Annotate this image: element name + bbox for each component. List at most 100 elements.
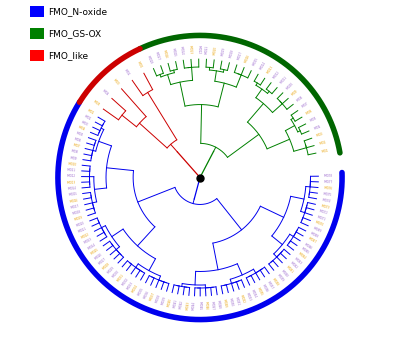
Text: FMO7: FMO7 [72,143,80,149]
Text: FMO64: FMO64 [297,252,306,261]
Text: FMO43: FMO43 [186,301,190,310]
Text: FMO37: FMO37 [149,292,156,302]
Text: FMO51: FMO51 [233,296,240,306]
Text: FMO5: FMO5 [92,100,100,108]
Text: FMO48: FMO48 [216,300,221,309]
Text: FMO1: FMO1 [136,61,143,69]
Text: FMO2: FMO2 [83,114,92,121]
Text: FMO21: FMO21 [205,45,209,54]
Text: FMO8: FMO8 [296,95,304,103]
Text: FMO58: FMO58 [271,277,279,286]
Text: FMO19: FMO19 [221,47,226,56]
Text: FMO61: FMO61 [285,265,294,274]
Text: FMO53: FMO53 [245,291,252,301]
Text: FMO71: FMO71 [317,215,327,222]
Text: FMO2: FMO2 [319,140,327,146]
Text: FMO5: FMO5 [310,116,318,123]
Text: FMO34: FMO34 [132,284,140,294]
Text: FMO44: FMO44 [192,301,196,310]
Text: FMO14: FMO14 [68,186,77,191]
Text: FMO49: FMO49 [222,299,228,308]
Text: FMO63: FMO63 [293,257,302,266]
Text: FMO5: FMO5 [76,131,84,138]
Text: FMO13: FMO13 [266,65,274,75]
Text: FMO65: FMO65 [300,247,310,256]
Text: FMO20: FMO20 [213,45,218,55]
Text: FMO9: FMO9 [70,156,78,161]
Text: FMO15: FMO15 [252,57,259,67]
Text: FMO18: FMO18 [72,210,82,216]
Text: FMO3: FMO3 [316,132,324,138]
Text: FMO23: FMO23 [188,45,192,54]
Text: FMO45: FMO45 [198,301,202,310]
Text: FMO16: FMO16 [244,53,251,63]
Text: FMO33: FMO33 [126,280,134,290]
Text: FMO73: FMO73 [320,204,330,209]
Text: FMO24: FMO24 [179,46,184,55]
Text: FMO40: FMO40 [167,297,173,307]
Text: FMO66: FMO66 [304,242,314,250]
Text: FMO39: FMO39 [161,296,167,306]
Text: FMO12: FMO12 [273,70,281,80]
Text: FMO27: FMO27 [98,257,107,266]
Text: FMO24: FMO24 [87,242,96,251]
Text: FMO6: FMO6 [74,137,82,143]
Text: FMO17: FMO17 [70,204,80,210]
Text: FMO78: FMO78 [324,174,333,178]
Text: FMO10: FMO10 [68,162,77,167]
Text: FMO_like: FMO_like [48,51,88,60]
Text: FMO31: FMO31 [116,273,125,283]
Text: FMO23: FMO23 [84,237,93,245]
Text: FMO26: FMO26 [162,49,168,59]
Text: FMO56: FMO56 [261,284,269,293]
Text: FMO22: FMO22 [81,232,90,240]
Text: FMO16: FMO16 [69,198,78,204]
Text: FMO25: FMO25 [171,47,176,57]
Text: FMO77: FMO77 [324,180,333,184]
Text: FMO4: FMO4 [78,126,86,132]
Text: FMO13: FMO13 [67,180,76,185]
Bar [30,28,44,39]
Text: FMO30: FMO30 [111,269,120,279]
Text: FMO57: FMO57 [266,280,274,290]
Text: FMO28: FMO28 [102,261,112,271]
Text: FMO4: FMO4 [313,124,322,131]
Text: FMO36: FMO36 [143,289,150,299]
Text: FMO32: FMO32 [121,277,130,287]
Text: FMO12: FMO12 [67,174,76,179]
Text: FMO_GS-OX: FMO_GS-OX [48,29,102,38]
Text: FMO_N-oxide: FMO_N-oxide [48,7,108,16]
Text: FMO17: FMO17 [237,50,243,60]
Text: FMO42: FMO42 [179,300,184,309]
Text: FMO15: FMO15 [68,192,78,197]
Text: FMO75: FMO75 [322,192,332,197]
Text: FMO10: FMO10 [285,81,294,90]
Text: FMO67: FMO67 [307,237,317,245]
Text: FMO60: FMO60 [280,269,289,279]
Text: FMO29: FMO29 [106,266,116,275]
Text: FMO50: FMO50 [228,297,234,307]
Text: FMO18: FMO18 [229,48,235,58]
Text: FMO76: FMO76 [323,186,333,191]
Text: FMO7: FMO7 [301,102,310,109]
Text: FMO47: FMO47 [210,301,215,310]
Text: FMO25: FMO25 [90,247,100,256]
Text: FMO3: FMO3 [112,78,119,86]
Text: FMO22: FMO22 [196,45,201,54]
Text: FMO28: FMO28 [146,54,153,64]
Text: FMO41: FMO41 [173,299,178,308]
Text: FMO35: FMO35 [137,286,145,296]
Text: FMO55: FMO55 [256,286,263,296]
Text: FMO62: FMO62 [289,261,298,270]
Text: FMO68: FMO68 [310,231,320,239]
Text: FMO20: FMO20 [76,221,86,228]
Text: FMO6: FMO6 [306,109,314,116]
Text: FMO11: FMO11 [279,75,288,85]
Text: FMO54: FMO54 [250,289,258,299]
Text: FMO27: FMO27 [154,51,161,61]
Text: FMO46: FMO46 [204,301,208,310]
Text: FMO11: FMO11 [67,168,76,173]
Text: FMO72: FMO72 [319,209,328,216]
Text: FMO59: FMO59 [276,273,284,283]
Text: FMO9: FMO9 [291,88,299,96]
